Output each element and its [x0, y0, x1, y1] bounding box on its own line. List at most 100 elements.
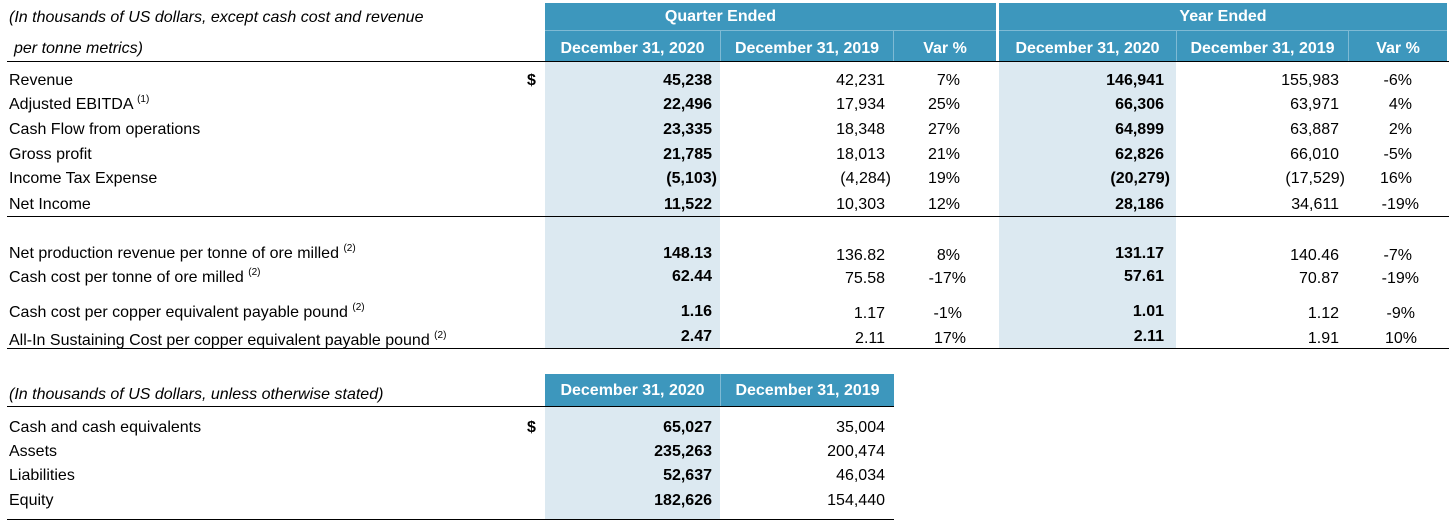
cell-q2019: 10,303 — [836, 196, 885, 213]
cell-2019: 46,034 — [836, 467, 885, 484]
cell-y2020: 64,899 — [1115, 121, 1164, 138]
year-2020-shade — [999, 61, 1176, 348]
quarter-2020-shade — [545, 61, 720, 348]
row-label: Revenue — [9, 72, 74, 89]
cell-q2020: 21,785 — [663, 146, 712, 163]
cell-q2019: 18,348 — [836, 121, 885, 138]
cell-2020: 52,637 — [663, 467, 712, 484]
header-col-sep — [1348, 31, 1349, 61]
row-label: Assets — [9, 443, 58, 460]
balance-header-rule — [7, 406, 894, 407]
cell-y-var: 2% — [1388, 121, 1412, 138]
balance-col-header-2019: December 31, 2019 — [735, 382, 880, 399]
cell-y2019: 140.46 — [1290, 247, 1339, 264]
cell-q2020: 2.47 — [680, 328, 712, 345]
row-label: Net Income — [9, 196, 91, 213]
cell-y2019: 70.87 — [1298, 270, 1339, 287]
row-label: Adjusted EBITDA (1) — [9, 94, 150, 114]
header-col-sep — [1176, 31, 1177, 61]
cell-q2019: 42,231 — [836, 72, 885, 89]
balance-caption: (In thousands of US dollars, unless othe… — [9, 386, 384, 403]
row-label: Equity — [9, 492, 54, 509]
balance-2020-shade — [545, 406, 720, 519]
cell-q-var: -1% — [933, 305, 962, 322]
header-col-sep — [720, 31, 721, 61]
cell-y-var: 10% — [1384, 330, 1417, 347]
cell-y-var: 4% — [1388, 96, 1412, 113]
table-caption-line2: per tonne metrics) — [14, 40, 143, 57]
cell-q2019: 18,013 — [836, 146, 885, 163]
cell-y-var: -9% — [1386, 305, 1415, 322]
cell-y2020: (20,279) — [1110, 170, 1170, 187]
row-label: Cash and cash equivalents — [9, 419, 202, 436]
cell-q2020: 23,335 — [663, 121, 712, 138]
footnote-ref: (2) — [248, 267, 261, 278]
cell-q2020: 148.13 — [663, 245, 712, 262]
cell-2020: 235,263 — [654, 443, 712, 460]
cell-y2020: 146,941 — [1106, 72, 1164, 89]
header-col-sep — [893, 31, 894, 61]
col-header-y-var: Var % — [1376, 40, 1420, 57]
year-header-divider — [999, 30, 1447, 31]
cell-y-var: -19% — [1381, 270, 1419, 287]
cell-q-var: 8% — [936, 247, 960, 264]
balance-currency-symbol: $ — [527, 419, 536, 436]
cell-q-var: 27% — [927, 121, 960, 138]
cell-2019: 154,440 — [827, 492, 885, 509]
row-label: Net production revenue per tonne of ore … — [9, 243, 356, 263]
cell-2019: 35,004 — [836, 419, 885, 436]
cell-2020: 65,027 — [663, 419, 712, 436]
row-label: Gross profit — [9, 146, 92, 163]
cell-y-var: -5% — [1383, 146, 1412, 163]
cell-q-var: 19% — [927, 170, 960, 187]
footnote-ref: (2) — [352, 302, 365, 313]
cell-q2020: 22,496 — [663, 96, 712, 113]
cell-q2019: 17,934 — [836, 96, 885, 113]
cell-q2019: 75.58 — [844, 270, 885, 287]
col-header-q2019: December 31, 2019 — [734, 40, 880, 57]
cell-q2020: 62.44 — [671, 268, 712, 285]
cell-y2020: 62,826 — [1115, 146, 1164, 163]
cell-y2019: 1.12 — [1307, 305, 1339, 322]
cell-y2019: 1.91 — [1307, 330, 1339, 347]
cell-q-var: 17% — [933, 330, 966, 347]
balance-header-bg — [545, 374, 894, 406]
cell-y-var: -19% — [1381, 196, 1419, 213]
cell-y2020: 28,186 — [1115, 196, 1164, 213]
cell-y2020: 131.17 — [1115, 245, 1164, 262]
cell-y2019: 34,611 — [1291, 196, 1339, 213]
table-row: All-In Sustaining Cost per copper equiva… — [9, 328, 1417, 348]
row-label: Cash Flow from operations — [9, 121, 201, 138]
footnote-ref: (1) — [137, 94, 150, 105]
cell-y2020: 2.11 — [1133, 328, 1164, 345]
cell-q2019: 136.82 — [836, 247, 885, 264]
cell-2020: 182,626 — [654, 492, 712, 509]
cell-q2019: 2.11 — [855, 330, 885, 347]
balance-bottom-rule — [7, 519, 894, 520]
cell-q-var: 21% — [927, 146, 960, 163]
row-label: Cash cost per copper equivalent payable … — [9, 302, 365, 322]
balance-col-header-2020: December 31, 2020 — [560, 382, 705, 399]
section-rule — [7, 216, 1449, 217]
cell-y2019: 155,983 — [1281, 72, 1339, 89]
cell-y2020: 66,306 — [1115, 96, 1164, 113]
quarter-header-divider — [545, 30, 996, 31]
bottom-rule — [7, 348, 1449, 349]
table-caption-line1: (In thousands of US dollars, except cash… — [9, 9, 424, 26]
row-label: Liabilities — [9, 467, 75, 484]
col-header-y2019: December 31, 2019 — [1190, 40, 1335, 57]
cell-q-var: 25% — [927, 96, 960, 113]
cell-y2020: 57.61 — [1123, 268, 1164, 285]
cell-y2019: 66,010 — [1290, 146, 1339, 163]
cell-q2020: 45,238 — [663, 72, 712, 89]
footnote-ref: (2) — [343, 243, 356, 254]
cell-y-var: -6% — [1383, 72, 1412, 89]
year-header-bg — [999, 3, 1447, 61]
footnote-ref: (2) — [434, 330, 447, 341]
cell-q2020: 11,522 — [663, 196, 712, 213]
cell-y2020: 1.01 — [1132, 303, 1164, 320]
cell-q-var: -17% — [928, 270, 966, 287]
cell-2019: 200,474 — [827, 443, 885, 460]
col-header-q-var: Var % — [923, 40, 967, 57]
header-col-sep — [720, 374, 721, 406]
